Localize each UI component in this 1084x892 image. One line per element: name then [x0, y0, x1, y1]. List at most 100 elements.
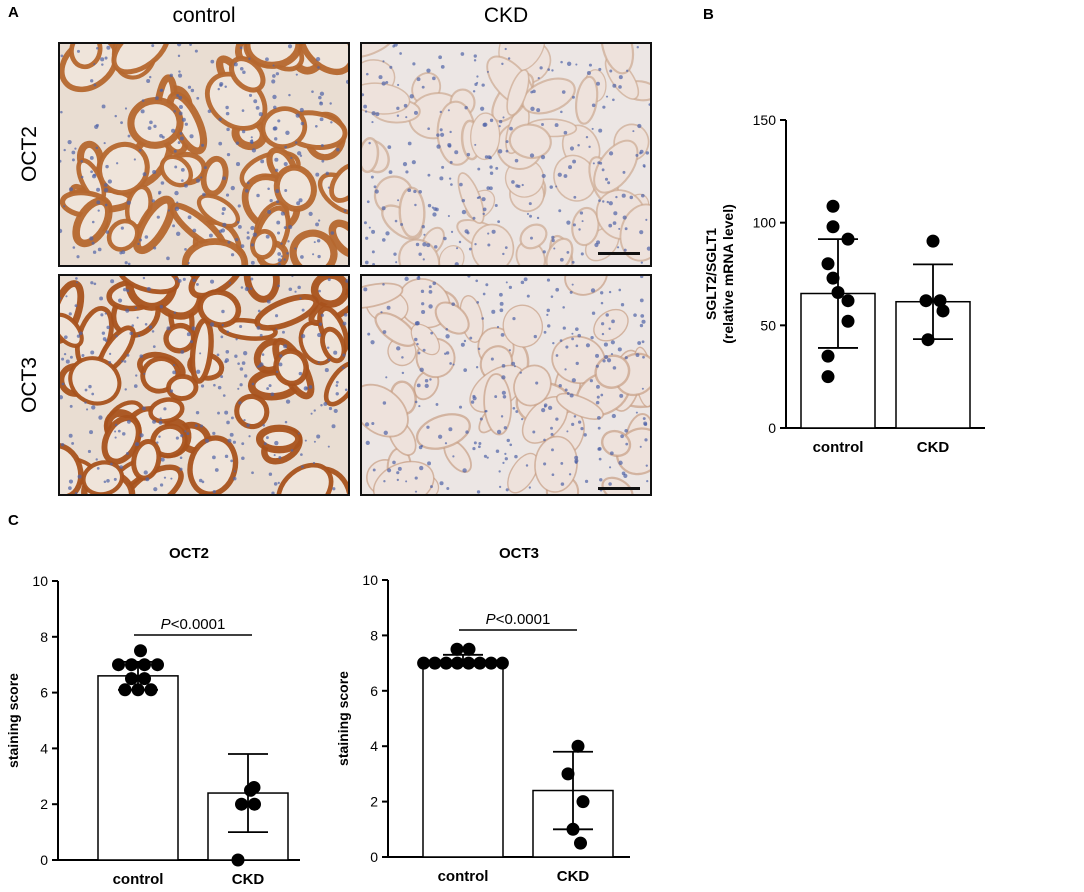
nucleus	[87, 449, 91, 454]
nucleus	[275, 370, 279, 374]
nucleus	[419, 367, 424, 373]
nucleus	[214, 468, 219, 472]
nucleus	[547, 68, 551, 71]
nucleus	[474, 82, 478, 86]
nucleus	[133, 384, 138, 388]
tubule	[255, 424, 303, 454]
nucleus	[65, 359, 70, 364]
nucleus	[553, 247, 556, 250]
nucleus	[512, 316, 516, 321]
column-header-control: control	[172, 4, 236, 27]
nucleus	[227, 240, 231, 244]
y-tick-label: 8	[370, 627, 378, 643]
scale-bar	[598, 487, 640, 490]
nucleus	[332, 487, 336, 491]
tubule	[483, 373, 513, 436]
nucleus	[333, 350, 338, 355]
nucleus	[590, 288, 596, 293]
nucleus	[141, 99, 145, 103]
nucleus	[560, 110, 563, 114]
nucleus	[235, 338, 238, 341]
nucleus	[273, 126, 278, 131]
nucleus	[319, 117, 324, 122]
nucleus	[509, 443, 513, 447]
nucleus	[250, 260, 255, 265]
nucleus	[269, 198, 273, 203]
nucleus	[564, 388, 568, 392]
nucleus	[278, 456, 282, 460]
nucleus	[120, 121, 123, 125]
nucleus	[342, 321, 347, 326]
x-tick-label: control	[813, 439, 864, 456]
nucleus	[244, 374, 248, 378]
nucleus	[259, 333, 263, 337]
nucleus	[343, 313, 348, 317]
nucleus	[560, 60, 563, 64]
nucleus	[592, 162, 595, 165]
nucleus	[152, 345, 156, 348]
nucleus	[602, 105, 606, 109]
nucleus	[642, 417, 646, 420]
nucleus	[151, 330, 155, 333]
nucleus	[63, 352, 67, 356]
nucleus	[134, 306, 137, 310]
nucleus	[489, 165, 493, 169]
nucleus	[601, 322, 605, 326]
nucleus	[126, 200, 131, 205]
nucleus	[562, 306, 565, 309]
nucleus	[387, 145, 392, 149]
nucleus	[174, 277, 178, 281]
chart-oct3-score: OCT3 0 2 4 6 8 10 staining score control CKD P<0.0…	[335, 545, 630, 885]
nucleus	[604, 177, 609, 181]
nucleus	[441, 165, 445, 169]
y-tick-label: 10	[32, 573, 48, 589]
nucleus	[176, 93, 180, 97]
tubule	[159, 154, 194, 188]
nucleus	[342, 353, 346, 357]
nucleus	[142, 276, 146, 280]
nucleus	[241, 361, 246, 365]
nucleus	[69, 404, 73, 408]
tubule	[273, 164, 317, 212]
nucleus	[501, 62, 504, 66]
nucleus	[555, 417, 559, 421]
nucleus	[519, 371, 522, 374]
nucleus	[468, 247, 472, 251]
nucleus	[93, 282, 97, 286]
nucleus	[602, 359, 606, 363]
nucleus	[392, 44, 396, 48]
nucleus	[152, 170, 157, 175]
data-point	[919, 294, 933, 308]
nucleus	[472, 216, 476, 220]
nucleus	[481, 317, 484, 320]
nucleus	[405, 480, 408, 483]
nucleus	[90, 170, 93, 174]
nucleus	[116, 162, 119, 165]
nucleus	[137, 242, 140, 246]
nucleus	[246, 181, 250, 185]
nucleus	[427, 173, 431, 177]
nucleus	[498, 119, 503, 124]
nucleus	[175, 231, 181, 236]
nucleus	[72, 246, 76, 249]
y-axis-label: staining score	[5, 673, 21, 768]
nucleus	[172, 364, 176, 367]
chart-title: OCT2	[169, 545, 209, 562]
nucleus	[143, 372, 146, 375]
data-point	[841, 232, 855, 246]
nucleus	[226, 152, 231, 157]
nucleus	[494, 204, 498, 208]
nucleus	[636, 45, 639, 49]
nucleus	[221, 212, 225, 215]
nucleus	[230, 185, 235, 191]
nucleus	[106, 325, 110, 330]
nucleus	[641, 387, 644, 390]
nucleus	[253, 99, 258, 104]
nucleus	[629, 195, 634, 200]
nucleus	[287, 240, 290, 243]
nucleus	[426, 243, 431, 248]
nucleus	[440, 132, 445, 137]
data-point	[936, 304, 950, 318]
nucleus	[422, 258, 425, 261]
nucleus	[190, 88, 195, 93]
